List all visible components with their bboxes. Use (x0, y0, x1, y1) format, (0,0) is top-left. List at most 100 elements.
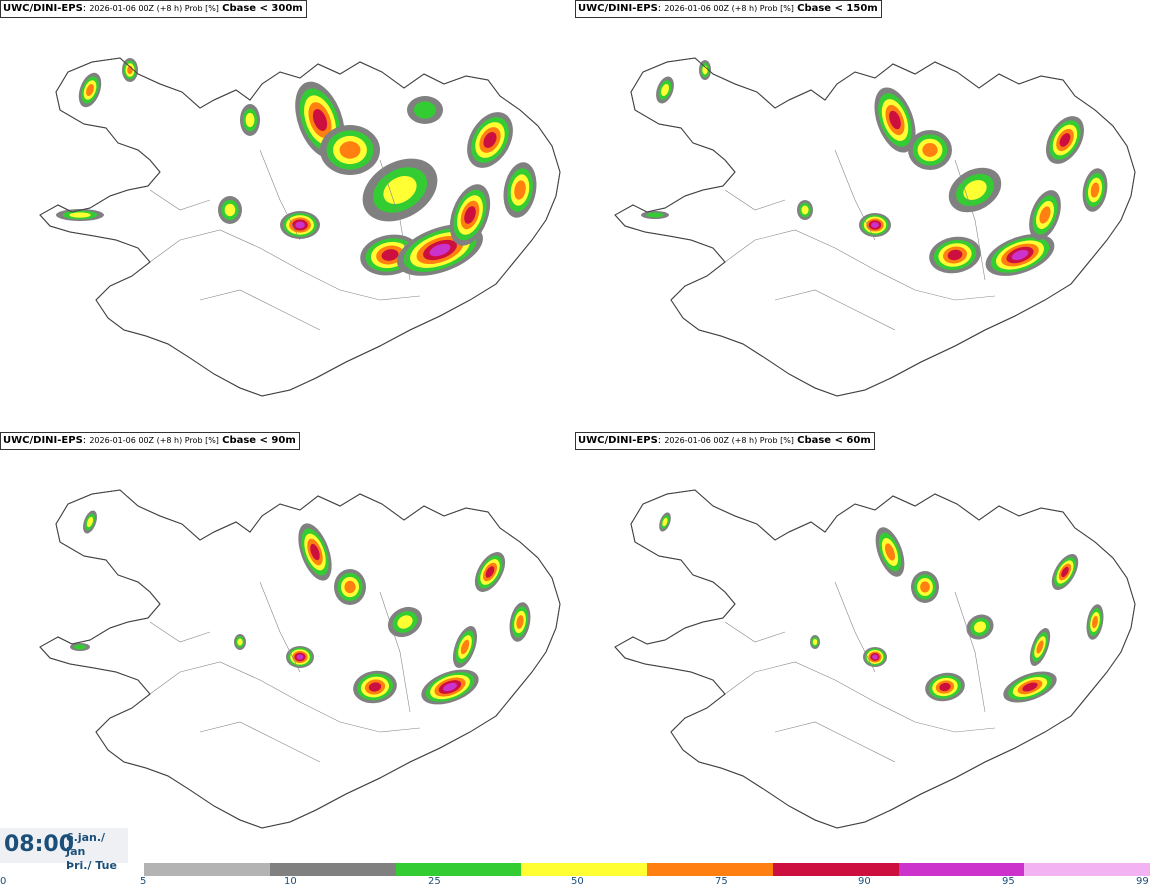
region-boundary (149, 189, 211, 211)
colorbar-tick-label: 10 (284, 876, 297, 887)
probability-area (56, 209, 104, 221)
probability-area (503, 162, 537, 218)
model-name: UWC/DINI-EPS (578, 3, 658, 14)
threshold-label: Cbase < 60m (797, 435, 871, 446)
probability-area (387, 606, 423, 638)
colorbar-tick-label: 0 (0, 876, 7, 887)
region-boundary (834, 149, 876, 241)
map-panel-150m: UWC/DINI-EPS: 2026-01-06 00Z (+8 h) Prob… (575, 0, 1150, 432)
colorbar-tick-label: 99 (1136, 876, 1149, 887)
probability-area (641, 211, 669, 219)
probability-area (1082, 168, 1108, 212)
probability-area (218, 196, 242, 224)
region-boundary (834, 581, 876, 673)
region-boundary (774, 721, 896, 763)
region-boundary (149, 229, 421, 301)
colorbar-tick-label: 75 (715, 876, 728, 887)
probability-area (509, 602, 531, 642)
threshold-label: Cbase < 90m (222, 435, 296, 446)
coastline-outline (614, 57, 1136, 397)
region-boundary (199, 289, 321, 331)
probability-area (362, 158, 438, 222)
region-boundary (149, 661, 421, 733)
probability-area (286, 646, 314, 668)
model-name: UWC/DINI-EPS (3, 3, 83, 14)
coastline-outline (39, 57, 561, 397)
probability-area (925, 672, 965, 702)
valid-time: 08:00 (4, 832, 75, 857)
valid-date: 6.jan./ Jan Þri./ Tue (66, 831, 128, 873)
region-boundary (199, 721, 321, 763)
probability-area (966, 614, 994, 640)
probability-area (78, 72, 102, 108)
region-boundary (149, 621, 211, 643)
panel-title: UWC/DINI-EPS: 2026-01-06 00Z (+8 h) Prob… (575, 432, 875, 450)
region-boundary (724, 661, 996, 733)
probability-area (298, 523, 332, 581)
map-panel-90m: UWC/DINI-EPS: 2026-01-06 00Z (+8 h) Prob… (0, 432, 575, 864)
colorbar-segment (269, 863, 396, 876)
probability-area (863, 647, 887, 667)
date-line-2: Þri./ Tue (66, 859, 117, 872)
probability-area (280, 211, 320, 239)
probability-area (70, 643, 90, 651)
colorbar-tick-label: 90 (858, 876, 871, 887)
region-boundary (724, 189, 786, 211)
probability-area (699, 60, 711, 80)
map-panel-60m: UWC/DINI-EPS: 2026-01-06 00Z (+8 h) Prob… (575, 432, 1150, 864)
coastline-outline (614, 489, 1136, 829)
probability-area (985, 234, 1055, 276)
probability-area (908, 130, 952, 170)
colorbar-tick-label: 50 (571, 876, 584, 887)
colorbar-segment (395, 863, 522, 876)
iceland-map (39, 489, 561, 829)
colorbar-segment (144, 863, 270, 876)
probability-area (810, 635, 820, 649)
model-name: UWC/DINI-EPS (578, 435, 658, 446)
iceland-map (614, 57, 1136, 397)
region-boundary (954, 159, 986, 281)
colorbar-segment (647, 863, 773, 876)
probability-area (659, 512, 671, 532)
probability-colorbar (144, 863, 1150, 876)
date-line-1: 6.jan./ Jan (66, 831, 106, 858)
probability-area (911, 571, 939, 603)
threshold-label: Cbase < 300m (222, 3, 303, 14)
region-boundary (379, 591, 411, 713)
probability-area (656, 76, 674, 104)
map-panel-300m: UWC/DINI-EPS: 2026-01-06 00Z (+8 h) Prob… (0, 0, 575, 432)
probability-area (407, 96, 443, 124)
probability-area (797, 200, 813, 220)
probability-area (948, 167, 1002, 213)
probability-area (449, 184, 491, 246)
panel-title: UWC/DINI-EPS: 2026-01-06 00Z (+8 h) Prob… (0, 432, 300, 450)
region-boundary (954, 591, 986, 713)
threshold-label: Cbase < 150m (797, 3, 878, 14)
region-boundary (259, 581, 301, 673)
probability-area (334, 569, 366, 605)
run-info: 2026-01-06 00Z (+8 h) Prob [%] (89, 436, 219, 445)
iceland-map (39, 57, 561, 397)
probability-area (474, 552, 506, 592)
valid-time-box: 08:00 6.jan./ Jan Þri./ Tue (0, 828, 128, 872)
panel-title: UWC/DINI-EPS: 2026-01-06 00Z (+8 h) Prob… (0, 0, 307, 18)
colorbar-segment (898, 863, 1025, 876)
colorbar-tick-label: 25 (428, 876, 441, 887)
run-info: 2026-01-06 00Z (+8 h) Prob [%] (664, 4, 794, 13)
probability-area (320, 125, 380, 175)
probability-area (1086, 604, 1104, 640)
region-boundary (724, 229, 996, 301)
colorbar-tick-label: 95 (1002, 876, 1015, 887)
coastline-outline (39, 489, 561, 829)
probability-area (1046, 116, 1084, 164)
run-info: 2026-01-06 00Z (+8 h) Prob [%] (89, 4, 219, 13)
probability-area (83, 510, 97, 534)
colorbar-segment (772, 863, 899, 876)
probability-area (929, 236, 981, 274)
colorbar-segment (521, 863, 647, 876)
run-info: 2026-01-06 00Z (+8 h) Prob [%] (664, 436, 794, 445)
panel-title: UWC/DINI-EPS: 2026-01-06 00Z (+8 h) Prob… (575, 0, 882, 18)
region-boundary (379, 159, 411, 281)
colorbar-segment (1024, 863, 1150, 876)
region-boundary (259, 149, 301, 241)
